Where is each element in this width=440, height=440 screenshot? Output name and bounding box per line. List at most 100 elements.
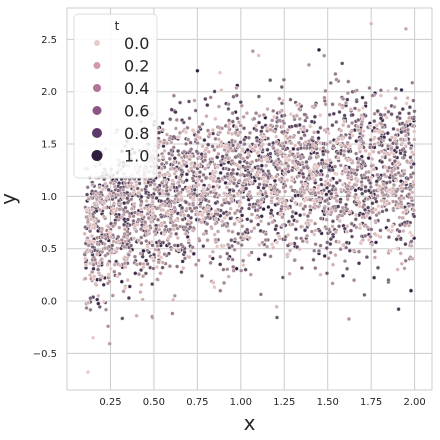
scatter-point xyxy=(345,90,350,96)
scatter-point xyxy=(236,231,241,236)
scatter-point xyxy=(153,232,158,237)
scatter-point xyxy=(135,186,140,191)
scatter-point xyxy=(352,278,357,283)
scatter-point xyxy=(112,184,118,189)
scatter-point xyxy=(168,117,173,122)
scatter-point xyxy=(179,168,184,173)
scatter-point xyxy=(231,188,236,193)
scatter-point xyxy=(88,229,93,234)
scatter-point xyxy=(283,202,288,207)
scatter-point xyxy=(241,156,246,161)
scatter-point xyxy=(394,237,399,242)
scatter-point xyxy=(338,247,343,252)
scatter-point xyxy=(364,255,369,260)
y-tick-label: 2.5 xyxy=(41,35,57,46)
scatter-point xyxy=(134,313,139,318)
scatter-point xyxy=(212,170,217,175)
scatter-point xyxy=(111,211,116,216)
scatter-point xyxy=(96,267,101,272)
scatter-point xyxy=(274,240,279,245)
scatter-point xyxy=(125,217,130,222)
scatter-point xyxy=(274,315,280,320)
scatter-point xyxy=(259,163,264,168)
scatter-point xyxy=(256,120,262,125)
scatter-point xyxy=(354,99,359,104)
scatter-point xyxy=(166,236,171,241)
scatter-point xyxy=(166,241,172,246)
scatter-point xyxy=(338,187,343,192)
scatter-point xyxy=(312,130,317,135)
scatter-point xyxy=(241,180,246,186)
scatter-point xyxy=(401,228,406,234)
scatter-point xyxy=(342,148,347,154)
scatter-point xyxy=(216,151,221,156)
scatter-point xyxy=(385,168,390,173)
scatter-point xyxy=(341,96,346,101)
scatter-point xyxy=(286,164,291,169)
scatter-point xyxy=(238,200,243,205)
y-tick-labels: −0.50.00.51.01.52.02.5 xyxy=(33,35,57,360)
scatter-point xyxy=(108,235,113,240)
scatter-point xyxy=(312,114,317,119)
scatter-point xyxy=(277,96,282,101)
scatter-point xyxy=(360,191,365,196)
scatter-point xyxy=(397,229,402,234)
scatter-point xyxy=(393,96,398,101)
scatter-point xyxy=(231,181,237,186)
scatter-point xyxy=(160,208,166,213)
scatter-point xyxy=(358,241,363,246)
scatter-point xyxy=(410,202,416,207)
scatter-point xyxy=(264,244,270,249)
scatter-point xyxy=(166,203,171,208)
scatter-point xyxy=(324,217,329,222)
scatter-point xyxy=(318,113,323,118)
scatter-point xyxy=(204,229,209,234)
scatter-point xyxy=(274,158,279,164)
scatter-point xyxy=(361,129,366,134)
scatter-point xyxy=(281,185,286,190)
scatter-point xyxy=(289,175,295,180)
scatter-point xyxy=(406,192,411,197)
scatter-point xyxy=(126,295,131,301)
scatter-point xyxy=(97,185,102,190)
scatter-point xyxy=(276,233,282,239)
scatter-point xyxy=(206,149,211,154)
scatter-point xyxy=(112,262,117,267)
scatter-point xyxy=(153,247,158,252)
scatter-point xyxy=(201,209,207,215)
scatter-point xyxy=(336,239,342,245)
scatter-point xyxy=(123,205,128,210)
scatter-point xyxy=(234,183,239,188)
scatter-point xyxy=(343,144,348,149)
scatter-point xyxy=(369,163,374,169)
scatter-point xyxy=(220,176,225,181)
scatter-point xyxy=(351,168,356,173)
scatter-point xyxy=(120,316,125,321)
scatter-point xyxy=(387,157,392,163)
scatter-point xyxy=(237,159,242,165)
scatter-point xyxy=(307,139,312,144)
scatter-point xyxy=(160,260,165,265)
scatter-point xyxy=(336,204,341,209)
scatter-point xyxy=(403,133,409,138)
scatter-point xyxy=(362,292,367,297)
scatter-point xyxy=(192,187,197,192)
scatter-point xyxy=(333,164,338,169)
scatter-point xyxy=(143,271,148,276)
scatter-point xyxy=(211,280,216,285)
scatter-point xyxy=(333,208,338,213)
scatter-point xyxy=(226,149,231,154)
scatter-point xyxy=(320,191,325,196)
scatter-point xyxy=(150,206,155,211)
scatter-point xyxy=(292,258,297,263)
scatter-point xyxy=(407,105,412,110)
scatter-point xyxy=(179,242,184,247)
scatter-point xyxy=(257,170,262,175)
scatter-point xyxy=(316,154,321,159)
scatter-point xyxy=(228,216,233,221)
scatter-point xyxy=(107,231,112,236)
scatter-point xyxy=(387,179,392,185)
scatter-point xyxy=(298,213,303,218)
scatter-point xyxy=(366,178,371,183)
